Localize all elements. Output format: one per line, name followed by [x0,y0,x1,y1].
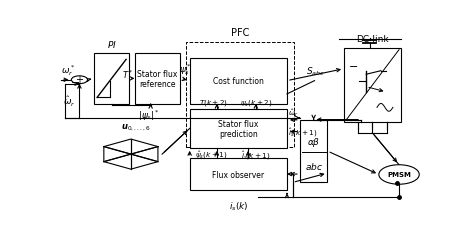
Text: $i_s(k)$: $i_s(k)$ [228,199,248,212]
Circle shape [379,165,419,184]
Text: $\omega_r^*$: $\omega_r^*$ [61,62,75,77]
Text: PFC: PFC [231,28,249,38]
Text: +: + [75,74,83,85]
Text: $T^*$: $T^*$ [122,68,134,81]
Text: $S_{abc}$: $S_{abc}$ [306,65,325,78]
Text: $|\psi_s|^*$: $|\psi_s|^*$ [138,109,160,123]
Text: $\psi_s^*$: $\psi_s^*$ [179,62,191,76]
Text: $T(k+2)$: $T(k+2)$ [200,98,228,108]
Bar [135,54,181,104]
Text: Stator flux
prediction: Stator flux prediction [218,119,258,139]
Text: $\alpha\beta$: $\alpha\beta$ [307,136,320,148]
Text: Flux observer: Flux observer [212,170,264,179]
Bar [186,42,294,147]
Text: PMSM: PMSM [387,172,411,178]
Text: −: − [71,78,80,87]
Text: $abc$: $abc$ [305,160,323,171]
Text: $-$: $-$ [347,60,358,70]
Bar [190,158,287,191]
Text: $\hat{\psi}_s(k+1)$: $\hat{\psi}_s(k+1)$ [195,149,228,161]
Text: Cost function: Cost function [213,77,264,86]
Text: $\boldsymbol{u}_{0,...,6}$: $\boldsymbol{u}_{0,...,6}$ [121,122,152,132]
Text: $\hat{\omega}_r$: $\hat{\omega}_r$ [288,106,299,118]
Text: $\psi_s(k+2)$: $\psi_s(k+2)$ [240,98,273,108]
Bar [94,54,129,104]
Text: Stator flux
reference: Stator flux reference [137,69,178,89]
Bar [344,49,401,123]
Text: $\hat{\omega}_r$: $\hat{\omega}_r$ [63,95,75,109]
Bar [300,120,328,183]
Text: $\hat{i}_s(k+1)$: $\hat{i}_s(k+1)$ [288,126,318,138]
Bar [190,58,287,104]
Text: DC-link: DC-link [356,35,389,44]
Text: $PI$: $PI$ [107,38,117,49]
Text: $\hat{i}_s(k+1)$: $\hat{i}_s(k+1)$ [241,149,271,161]
Bar [190,109,287,148]
Circle shape [72,76,88,84]
